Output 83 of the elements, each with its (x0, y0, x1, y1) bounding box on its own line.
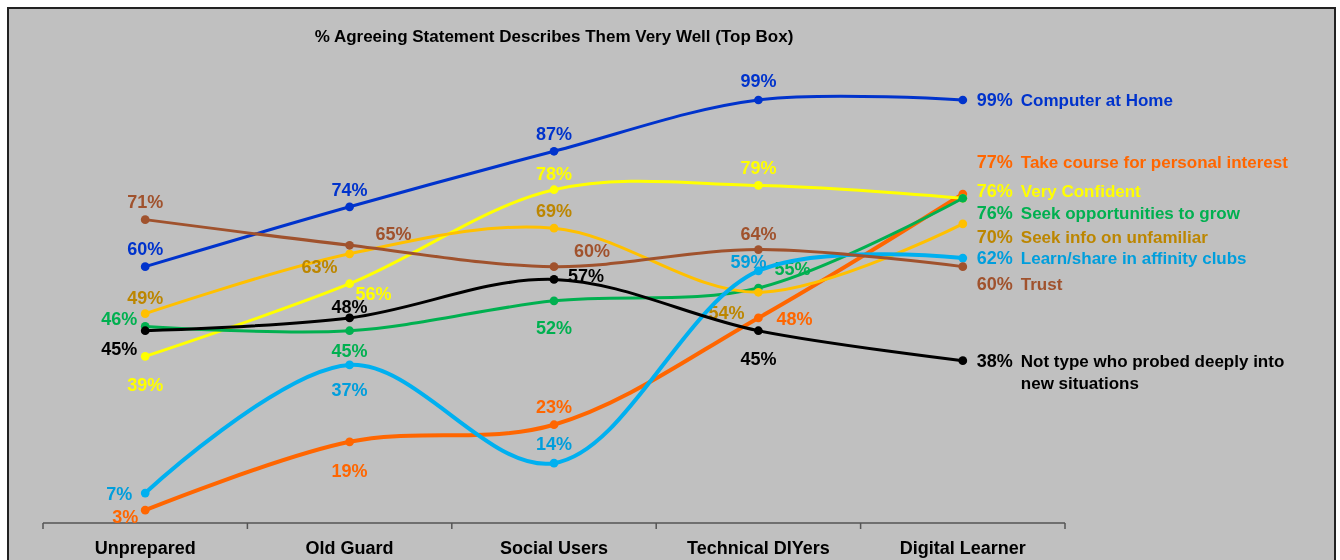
point (140, 488, 150, 498)
text: Learn/share in affinity clubs (1020, 249, 1247, 269)
point (345, 279, 354, 289)
data-label: 74% (331, 179, 368, 200)
point (140, 326, 150, 336)
text: Computer at Home (1020, 91, 1173, 110)
data-label: 99% (976, 90, 1013, 110)
point (140, 352, 150, 361)
point (140, 505, 150, 515)
data-label: 99% (740, 70, 777, 91)
point (549, 420, 559, 430)
point (549, 275, 559, 284)
point (345, 313, 354, 323)
point (345, 240, 354, 250)
point (958, 219, 968, 229)
data-label: 39% (127, 375, 164, 396)
data-label: 45% (740, 349, 777, 370)
point (754, 287, 763, 297)
text: Not type who probed deeply into new situations (1020, 351, 1285, 393)
text: Seek opportunities to grow (1020, 204, 1241, 224)
data-label: 65% (375, 224, 412, 245)
point (549, 262, 559, 271)
point (958, 262, 968, 271)
point (549, 146, 559, 156)
point (345, 202, 354, 212)
point (140, 262, 150, 271)
data-label: 77% (976, 152, 1013, 172)
data-label: 69% (535, 200, 573, 221)
point (549, 458, 559, 468)
point (140, 309, 150, 318)
data-label: 38% (976, 350, 1013, 371)
x-tick-label: Digital Learner (899, 538, 1026, 558)
data-label: 87% (535, 124, 573, 145)
point (958, 253, 968, 263)
point (140, 215, 150, 224)
text: Seek info on unfamiliar (1020, 227, 1209, 247)
x-tick-label: Social Users (499, 538, 609, 558)
point (754, 181, 763, 190)
point (754, 245, 763, 254)
text: Take course for personal interest (1020, 153, 1289, 172)
point (754, 95, 763, 105)
point (345, 360, 354, 370)
data-label: 45% (101, 339, 138, 360)
data-label: 52% (535, 317, 573, 338)
data-label: 49% (127, 288, 164, 309)
data-label: 19% (331, 460, 368, 481)
data-label: 48% (776, 308, 813, 329)
data-label: 37% (331, 379, 368, 400)
data-label: 46% (101, 309, 138, 330)
point (345, 249, 354, 259)
data-label: 45% (331, 341, 368, 362)
data-label: 70% (976, 226, 1013, 247)
data-label: 23% (535, 397, 573, 418)
data-label: 79% (740, 158, 777, 179)
data-label: 78% (535, 164, 573, 185)
point (958, 356, 968, 365)
data-label: 63% (301, 256, 338, 277)
x-tick-label: Unprepared (94, 538, 196, 558)
data-label: 7% (106, 483, 133, 504)
data-label: 71% (127, 192, 164, 213)
data-label: 60% (127, 239, 164, 260)
data-label: 60% (976, 273, 1013, 294)
chart-title: % Agreeing Statement Describes Them Very Well (Top Box) (314, 27, 794, 46)
data-label: 14% (535, 433, 573, 454)
data-label: 62% (976, 248, 1013, 269)
point (549, 223, 559, 233)
text: Very Confident (1020, 182, 1142, 202)
data-label: 76% (976, 203, 1013, 224)
point (754, 326, 763, 336)
point (345, 326, 354, 336)
data-label: 76% (976, 181, 1013, 202)
data-label: 60% (573, 241, 611, 262)
data-label: 3% (112, 506, 139, 527)
point (549, 296, 559, 306)
point (345, 437, 354, 447)
point (754, 313, 763, 323)
text: Trust (1020, 274, 1063, 294)
point (958, 95, 968, 105)
x-tick-label: Old Guard (305, 538, 394, 558)
data-label: 59% (730, 251, 767, 272)
point (549, 185, 559, 195)
x-tick-label: Technical DIYers (687, 538, 830, 558)
data-label: 64% (740, 224, 777, 245)
